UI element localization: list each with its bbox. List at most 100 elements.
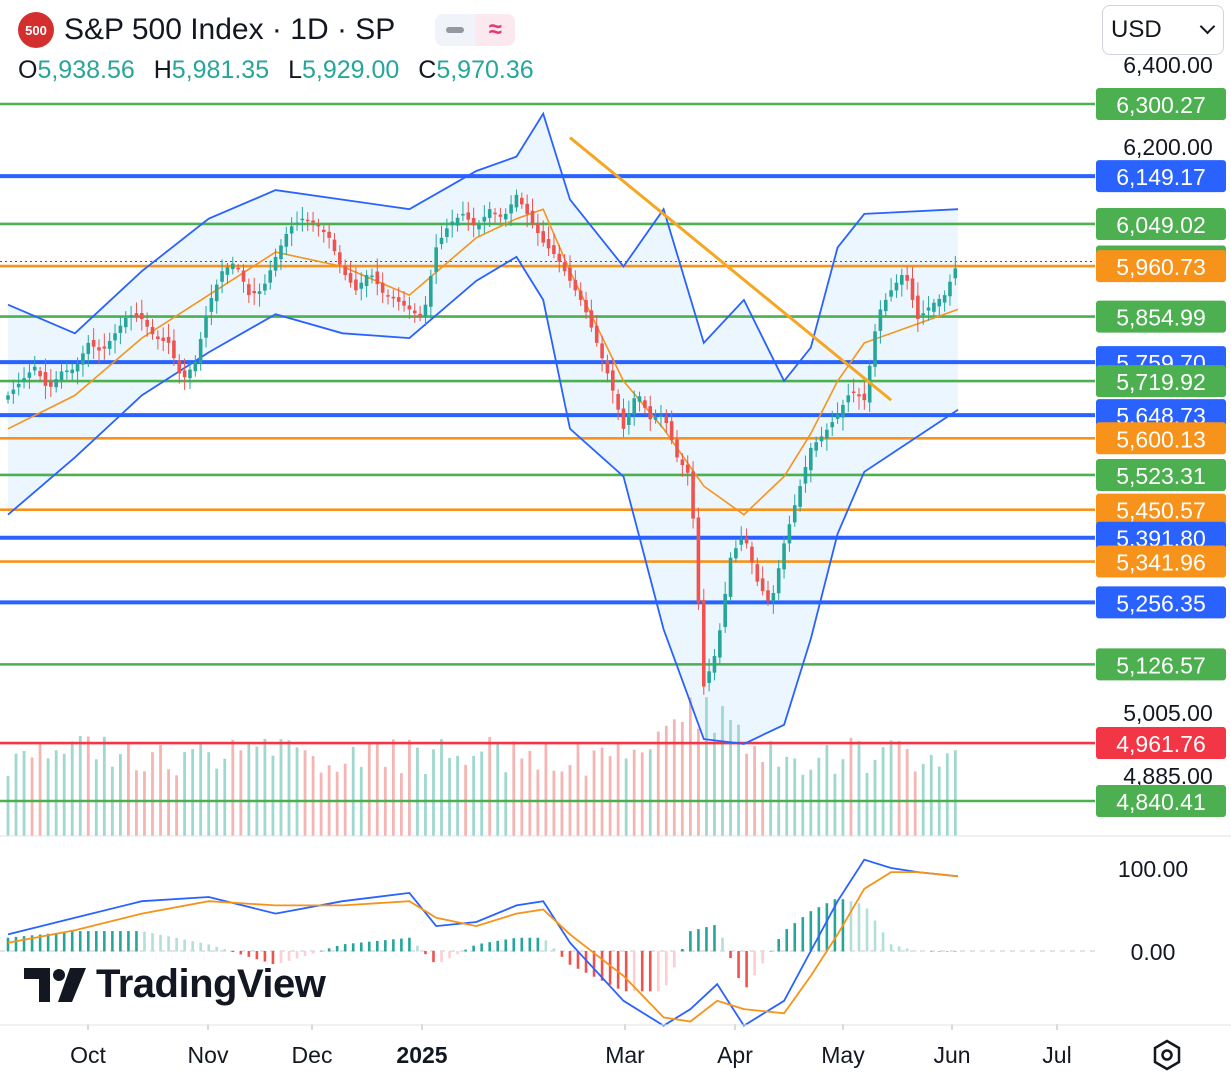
volume-bar bbox=[713, 732, 716, 836]
volume-bar bbox=[785, 756, 789, 836]
histogram-bar bbox=[913, 950, 917, 952]
volume-bar bbox=[801, 774, 805, 836]
histogram-bar bbox=[119, 931, 122, 952]
histogram-bar bbox=[392, 939, 395, 952]
volume-bar bbox=[849, 737, 853, 836]
time-tick-label: Dec bbox=[292, 1042, 333, 1068]
volume-bar bbox=[135, 770, 138, 836]
ohlc-key-open: O bbox=[18, 56, 38, 84]
candle-body bbox=[461, 213, 465, 216]
candle-body bbox=[263, 283, 267, 291]
candle-body bbox=[54, 379, 58, 388]
candle-body bbox=[819, 436, 824, 442]
histogram-bar bbox=[70, 931, 74, 952]
candle-body bbox=[675, 439, 679, 458]
signal-line bbox=[7, 871, 959, 1023]
tradingview-logo: TradingView bbox=[24, 962, 326, 1007]
candle-body bbox=[787, 524, 792, 544]
candle-body bbox=[129, 315, 133, 318]
histogram-bar bbox=[367, 941, 371, 952]
histogram-bar bbox=[199, 942, 202, 952]
oscillator-tick-label: 100.00 bbox=[1118, 856, 1188, 882]
compare-wave-icon[interactable]: ≈ bbox=[475, 14, 516, 46]
volume-bar bbox=[528, 750, 532, 836]
candle-body bbox=[643, 400, 647, 408]
candle-body bbox=[434, 247, 438, 272]
symbol-title[interactable]: S&P 500 Index · 1D · SP bbox=[64, 13, 396, 46]
candle-body bbox=[75, 363, 80, 372]
candle-body bbox=[407, 305, 412, 310]
volume-bar bbox=[14, 753, 18, 836]
trendline bbox=[569, 136, 893, 402]
level-tag-label: 5,600.13 bbox=[1116, 426, 1206, 452]
histogram-bar bbox=[167, 936, 170, 952]
volume-bar bbox=[199, 742, 203, 836]
volume-bar bbox=[632, 749, 636, 836]
histogram-bar bbox=[825, 903, 829, 952]
volume-bar bbox=[544, 742, 548, 836]
volume-bar bbox=[38, 743, 42, 836]
volume-bar bbox=[416, 747, 419, 836]
histogram-bar bbox=[151, 933, 154, 952]
volume-bars bbox=[6, 697, 957, 836]
candle-body bbox=[718, 630, 722, 658]
histogram-bar bbox=[737, 951, 740, 979]
candle-body bbox=[375, 271, 380, 285]
level-tag-label: 5,126.57 bbox=[1116, 652, 1206, 678]
settings-hexagon-icon[interactable] bbox=[1150, 1038, 1184, 1072]
minus-icon[interactable] bbox=[435, 14, 476, 46]
volume-bar bbox=[897, 741, 901, 836]
volume-bar bbox=[311, 755, 315, 836]
currency-select[interactable]: USD bbox=[1102, 5, 1224, 55]
volume-bar bbox=[191, 749, 195, 836]
volume-bar bbox=[223, 758, 227, 836]
candle-body bbox=[247, 284, 251, 296]
candle-body bbox=[921, 313, 926, 316]
histogram-bar bbox=[576, 951, 580, 969]
level-tag-box bbox=[1096, 493, 1226, 526]
volume-bar bbox=[745, 753, 748, 836]
histogram-bar bbox=[544, 940, 548, 952]
volume-bar bbox=[167, 769, 170, 836]
volume-bar bbox=[335, 771, 339, 836]
candle-body bbox=[182, 370, 187, 378]
histogram-bar bbox=[560, 951, 564, 957]
candle-body bbox=[552, 245, 556, 255]
volume-bar bbox=[833, 773, 837, 836]
candle-body bbox=[166, 336, 171, 343]
histogram-bar bbox=[512, 938, 516, 952]
level-tag-box bbox=[1096, 160, 1226, 193]
candle-body bbox=[605, 360, 610, 374]
volume-bar bbox=[303, 750, 307, 836]
candles[interactable] bbox=[6, 189, 958, 695]
volume-bar bbox=[183, 752, 187, 836]
candle-body bbox=[857, 394, 861, 397]
volume-bar bbox=[576, 744, 580, 836]
candle-body bbox=[744, 537, 749, 544]
candle-body bbox=[750, 546, 754, 563]
histogram-bar bbox=[38, 934, 42, 952]
candle-body bbox=[439, 237, 444, 245]
histogram-bar bbox=[608, 951, 612, 985]
histogram-bar bbox=[143, 931, 146, 952]
candle-body bbox=[755, 564, 760, 582]
candle-body bbox=[894, 282, 899, 291]
histogram-bar bbox=[568, 951, 572, 965]
histogram-bar bbox=[753, 951, 756, 976]
candle-body bbox=[343, 266, 347, 276]
histogram-bar bbox=[600, 951, 604, 981]
candle-body bbox=[380, 282, 385, 293]
histogram-bar bbox=[809, 911, 813, 952]
chart-header: 500 S&P 500 Index · 1D · SP ≈ bbox=[18, 10, 516, 50]
trendline-layer[interactable] bbox=[569, 136, 893, 402]
volume-bar bbox=[391, 739, 395, 836]
candle-body bbox=[396, 297, 401, 302]
volume-bar bbox=[94, 759, 98, 836]
oscillator-pane bbox=[0, 835, 1231, 1027]
bollinger-lower-line bbox=[7, 255, 959, 745]
candle-body bbox=[91, 339, 96, 347]
histogram-bar bbox=[303, 951, 307, 957]
candle-body bbox=[241, 270, 246, 282]
volume-bar bbox=[86, 736, 90, 836]
